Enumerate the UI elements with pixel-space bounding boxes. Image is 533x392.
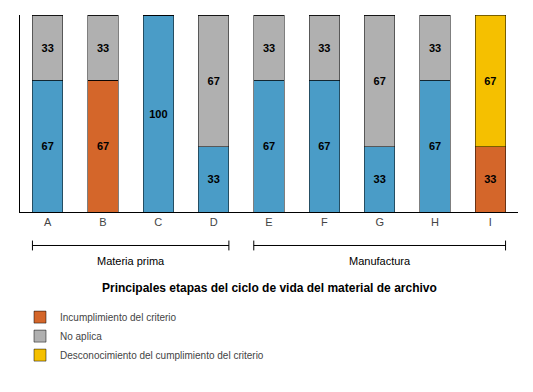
svg-text:H: H: [431, 216, 439, 228]
svg-text:67: 67: [484, 75, 496, 87]
svg-text:67: 67: [318, 140, 330, 152]
svg-text:Desconocimiento del cumplimien: Desconocimiento del cumplimiento del cri…: [60, 350, 264, 361]
svg-text:Principales etapas del ciclo d: Principales etapas del ciclo de vida del…: [102, 281, 437, 295]
svg-text:Materia prima: Materia prima: [97, 255, 165, 267]
svg-text:Manufactura: Manufactura: [349, 255, 411, 267]
svg-text:33: 33: [374, 173, 386, 185]
svg-text:33: 33: [208, 173, 220, 185]
svg-text:67: 67: [263, 140, 275, 152]
svg-text:33: 33: [429, 42, 441, 54]
svg-text:67: 67: [42, 140, 54, 152]
svg-text:33: 33: [42, 42, 54, 54]
svg-text:B: B: [99, 216, 106, 228]
svg-text:67: 67: [97, 140, 109, 152]
svg-text:E: E: [265, 216, 272, 228]
svg-text:F: F: [321, 216, 328, 228]
svg-text:67: 67: [429, 140, 441, 152]
svg-text:67: 67: [374, 75, 386, 87]
svg-text:C: C: [154, 216, 162, 228]
svg-text:33: 33: [263, 42, 275, 54]
svg-text:33: 33: [97, 42, 109, 54]
svg-text:A: A: [44, 216, 52, 228]
svg-text:33: 33: [484, 173, 496, 185]
svg-text:100: 100: [149, 108, 167, 120]
svg-text:33: 33: [318, 42, 330, 54]
svg-text:I: I: [489, 216, 492, 228]
svg-text:G: G: [375, 216, 384, 228]
svg-text:67: 67: [208, 75, 220, 87]
svg-text:Incumplimiento del criterio: Incumplimiento del criterio: [60, 312, 177, 323]
svg-text:No aplica: No aplica: [60, 331, 102, 342]
svg-text:D: D: [210, 216, 218, 228]
